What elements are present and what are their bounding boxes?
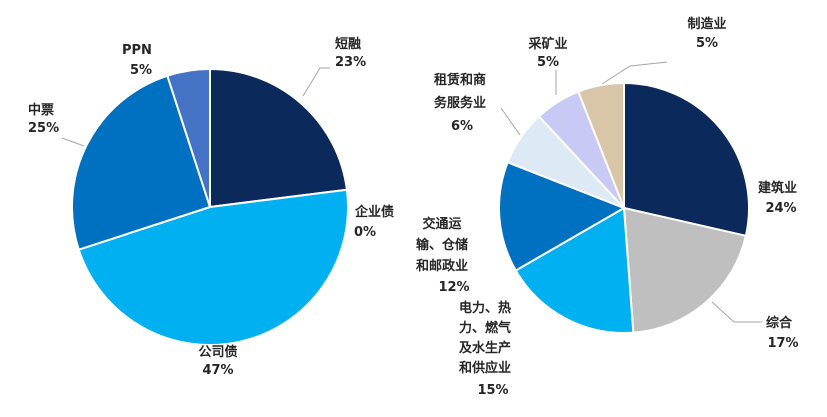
pie1-slice-3	[71, 74, 212, 251]
pie2-slice-6	[577, 81, 625, 209]
pie2-slice-label-4: 租赁和商	[434, 72, 486, 88]
pie2-slice-percent-2: 15%	[477, 383, 508, 398]
pie1-slice-percent-0: 23%	[335, 55, 366, 70]
pie2-slice-label-6: 制造业	[687, 16, 726, 32]
pie2-slice-label-2: 和供应业	[459, 360, 511, 376]
pie2-leader-line-4	[500, 107, 521, 136]
pie1-slice-4	[166, 67, 211, 208]
pie-chart-bond-types: 短融 23% 企业债 0% 公司债 47% 中票 25% PPN 5%	[28, 36, 394, 378]
pie2-slice-percent-1: 17%	[767, 336, 798, 351]
pie2-slice-percent-5: 5%	[537, 55, 559, 70]
pie2-slice-2	[514, 206, 635, 334]
pie1-slice-label-2: 公司债	[198, 344, 237, 360]
pie1-slice-label-3: 中票	[28, 102, 54, 118]
pie1-slice-percent-2: 47%	[202, 363, 233, 378]
pie2-slice-percent-3: 12%	[438, 280, 469, 295]
pie2-slice-3	[498, 161, 627, 272]
pie2-slice-label-5: 采矿业	[527, 36, 567, 52]
pie2-slice-label-0: 建筑业	[758, 180, 797, 196]
pie1-leader-line-3	[61, 137, 85, 147]
pie2-leader-line-6	[601, 61, 668, 85]
pie2-slice-label-4: 务服务业	[434, 95, 486, 111]
pie2-slice-percent-6: 5%	[696, 36, 718, 51]
pie2-slice-label-3: 输、仓储	[416, 237, 468, 253]
pie1-slice-label-0: 短融	[335, 36, 361, 52]
pie1-slice-0	[209, 67, 349, 209]
pie1-slice-label-4: PPN	[122, 43, 152, 58]
pie1-slice-percent-3: 25%	[28, 121, 59, 136]
pie2-slice-label-2: 力、燃气	[459, 320, 511, 336]
pie2-slice-0	[623, 81, 750, 238]
pie2-slice-label-2: 电力、热	[459, 300, 511, 316]
pie2-leader-line-1	[711, 301, 762, 323]
pie2-slice-percent-4: 6%	[451, 119, 473, 134]
pie2-slice-label-3: 和邮政业	[416, 258, 468, 274]
pie2-slice-label-3: 交通运	[422, 216, 461, 232]
pie2-slice-label-1: 综合	[766, 315, 793, 331]
pie1-slice-percent-4: 5%	[130, 63, 152, 78]
pie1-leader-line-0	[302, 67, 330, 97]
pie1-slice-label-1: 企业债	[354, 204, 394, 220]
pie2-slice-percent-0: 24%	[765, 201, 796, 216]
pie1-slice-percent-1: 0%	[354, 225, 376, 240]
pie2-slice-1	[622, 206, 748, 334]
pie2-slice-label-2: 及水生产	[459, 340, 511, 356]
